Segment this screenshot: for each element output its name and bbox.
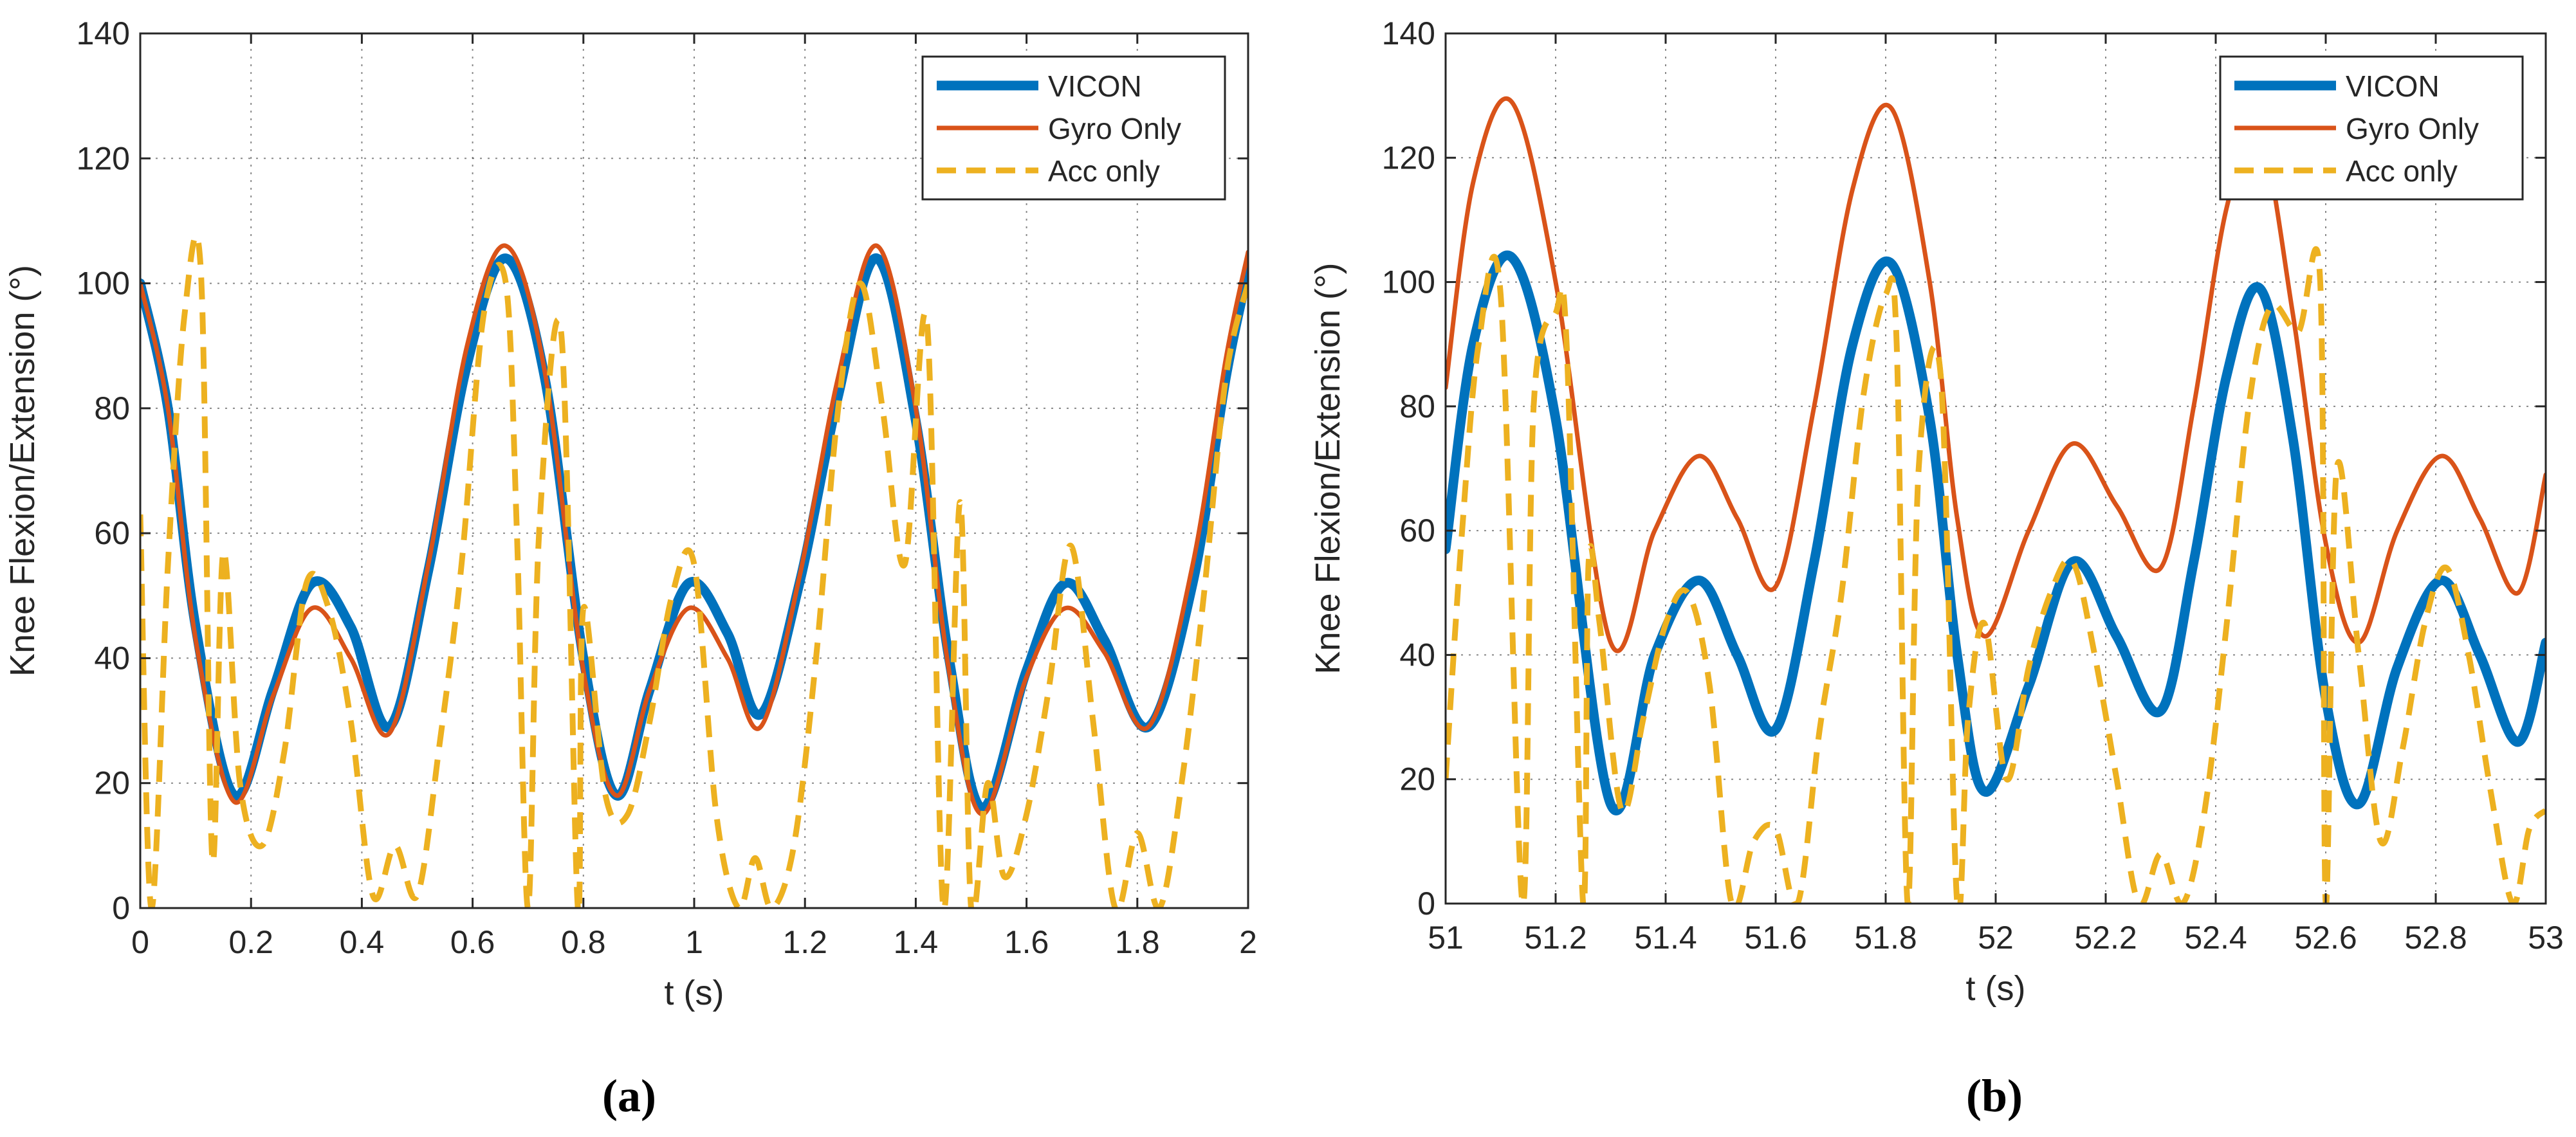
x-tick-label: 51.6 [1744, 920, 1807, 956]
x-tick-label: 53 [2528, 920, 2564, 956]
ticks-a: 0 0.2 0.4 0.6 0.8 1 1.2 1.4 1.6 1.8 20204060801001… [77, 15, 1257, 960]
x-tick-label: 52.6 [2294, 920, 2357, 956]
x-tick-label: 51.4 [1634, 920, 1697, 956]
x-axis-label-b: t (s) [1966, 969, 2026, 1008]
chart-panel-a: 0 0.2 0.4 0.6 0.8 1 1.2 1.4 1.6 1.8 20204060801001… [3, 15, 1257, 1122]
y-tick-label: 120 [1382, 140, 1435, 176]
x-tick-label: 0.8 [561, 924, 606, 960]
x-tick-label: 51 [1428, 920, 1464, 956]
y-tick-label: 60 [94, 515, 130, 551]
legend-label: Acc only [2346, 154, 2458, 188]
legend-b: VICON Gyro Only Acc only [2219, 55, 2524, 201]
legend-label: Gyro Only [1048, 112, 1181, 145]
y-tick-label: 80 [1399, 388, 1435, 424]
x-tick-label: 1.4 [894, 924, 939, 960]
y-tick-label: 0 [1417, 886, 1435, 922]
chart-panel-b: 51 51.2 51.4 51.6 51.8 52 52.2 52.4 52.6 52.8 53 0 2… [1309, 15, 2564, 1122]
ticks-b: 51 51.2 51.4 51.6 51.8 52 52.2 52.4 52.6 52.8 53 0 2… [1382, 15, 2564, 956]
legend-a: VICON Gyro Only Acc only [921, 55, 1226, 201]
series-line-gyro-only [1446, 96, 2546, 653]
y-tick-label: 120 [77, 140, 130, 176]
y-axis-label-b: Knee Flexion/Extension (°) [1309, 263, 1347, 675]
x-tick-label: 0.6 [450, 924, 495, 960]
y-tick-label: 60 [1399, 513, 1435, 549]
x-tick-label: 51.8 [1854, 920, 1917, 956]
x-tick-label: 0 [131, 924, 149, 960]
y-tick-label: 80 [94, 390, 130, 426]
caption-a: (a) [602, 1070, 656, 1122]
y-axis-label-a: Knee Flexion/Extension (°) [3, 265, 42, 677]
x-tick-label: 51.2 [1524, 920, 1587, 956]
y-tick-label: 100 [1382, 264, 1435, 300]
x-tick-label: 0.2 [228, 924, 273, 960]
x-tick-label: 0.4 [340, 924, 385, 960]
y-tick-label: 40 [1399, 637, 1435, 673]
x-tick-label: 52 [1978, 920, 2014, 956]
caption-b: (b) [1966, 1070, 2023, 1122]
y-tick-label: 40 [94, 640, 130, 676]
y-tick-label: 0 [112, 890, 130, 926]
series-line-vicon [140, 253, 1248, 814]
series-layer-a [140, 233, 1248, 908]
x-tick-label: 1.8 [1115, 924, 1160, 960]
x-tick-label: 1.6 [1004, 924, 1049, 960]
series-line-acc-only [140, 233, 1248, 908]
x-tick-label: 1.2 [782, 924, 827, 960]
series-line-acc-only [1446, 246, 2546, 904]
series-layer-b [1446, 96, 2546, 904]
legend-label: Gyro Only [2346, 112, 2479, 145]
x-tick-label: 2 [1239, 924, 1257, 960]
y-tick-label: 100 [77, 266, 130, 302]
x-axis-label-a: t (s) [665, 974, 724, 1012]
x-tick-label: 1 [685, 924, 703, 960]
y-tick-label: 140 [77, 15, 130, 51]
y-tick-label: 140 [1382, 15, 1435, 51]
y-tick-label: 20 [1399, 761, 1435, 797]
legend-label: VICON [1048, 69, 1142, 103]
y-tick-label: 20 [94, 765, 130, 801]
legend-label: VICON [2346, 69, 2440, 103]
x-tick-label: 52.2 [2074, 920, 2137, 956]
legend-label: Acc only [1048, 154, 1160, 188]
x-tick-label: 52.8 [2404, 920, 2467, 956]
x-tick-label: 52.4 [2184, 920, 2247, 956]
